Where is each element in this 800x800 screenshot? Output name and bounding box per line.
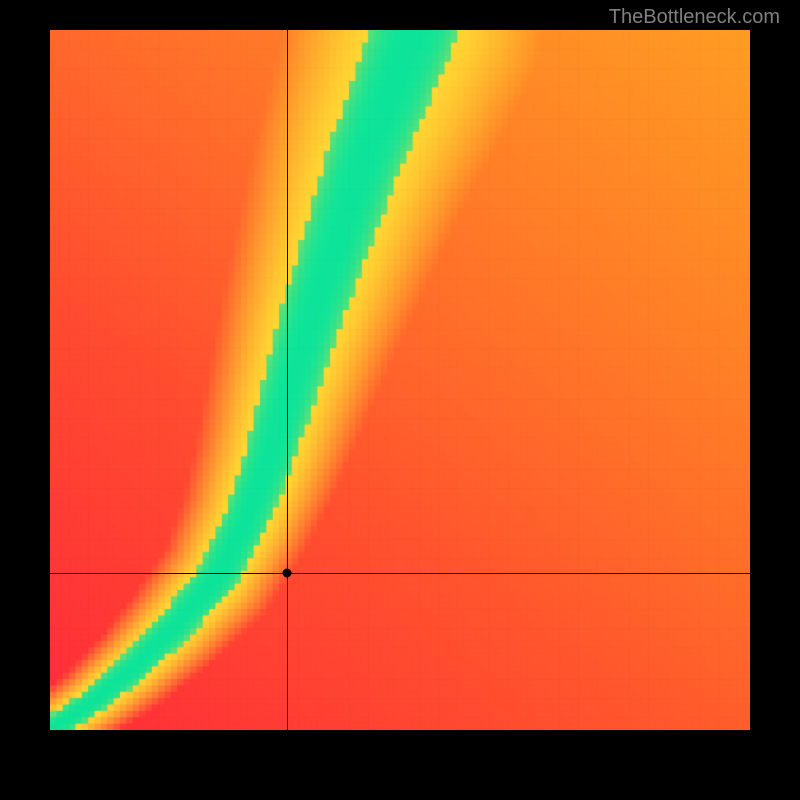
watermark-text: TheBottleneck.com [609, 6, 780, 29]
crosshair-horizontal [50, 573, 750, 574]
heatmap-canvas [50, 30, 750, 730]
crosshair-marker [282, 568, 291, 577]
root: TheBottleneck.com [0, 0, 800, 800]
crosshair-vertical [287, 30, 288, 730]
